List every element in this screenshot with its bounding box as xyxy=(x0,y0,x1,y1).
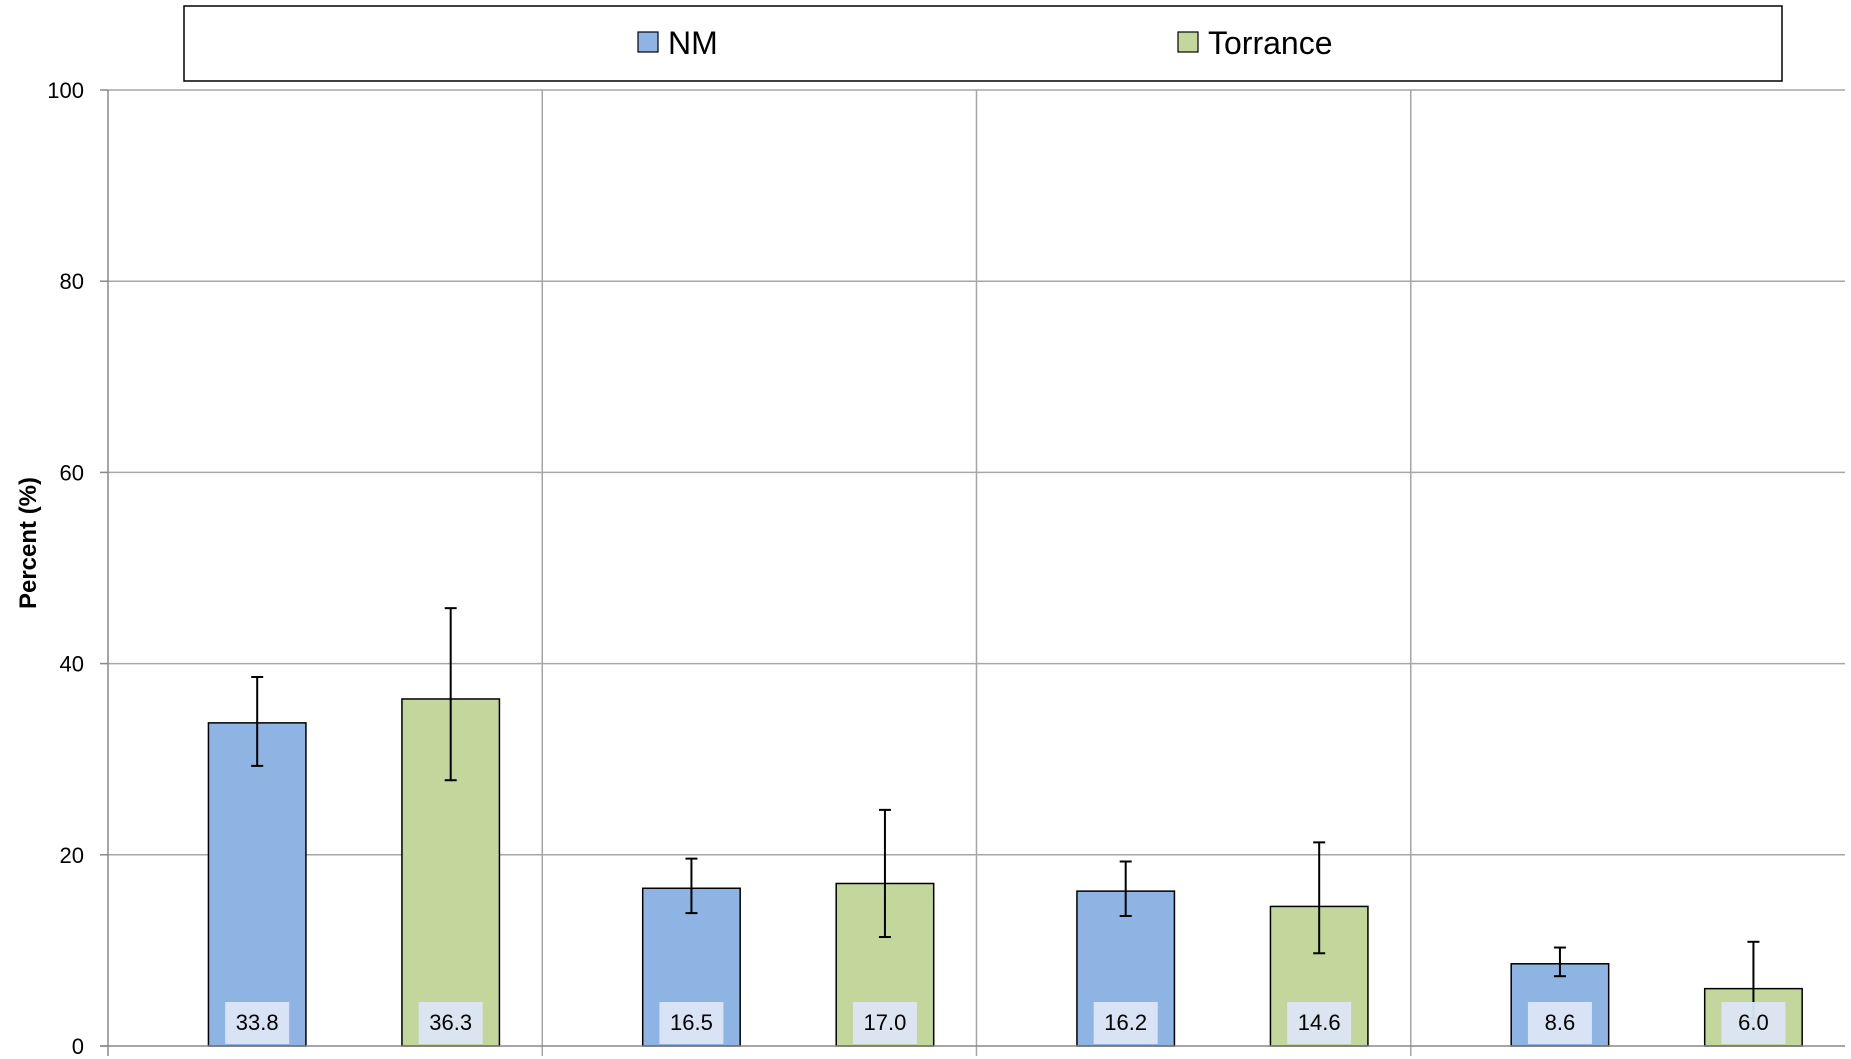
legend-swatch-nm xyxy=(637,31,659,53)
legend-swatch-torrance xyxy=(1177,31,1199,53)
y-axis-ticks: 0 20 40 60 80 100 xyxy=(47,78,108,1059)
bar-nm-0 xyxy=(207,722,307,1047)
legend-label-nm: NM xyxy=(668,25,718,61)
gridlines xyxy=(108,89,1845,1056)
data-label-nm-1: 16.5 xyxy=(670,1010,713,1035)
bars xyxy=(207,698,1803,1047)
data-label-nm-3: 8.6 xyxy=(1545,1010,1576,1035)
y-tick-label-5: 100 xyxy=(47,78,84,103)
legend-box xyxy=(183,5,1783,82)
data-label-bg-nm-0 xyxy=(225,1002,290,1044)
legend: NM Torrance xyxy=(183,5,1783,82)
data-label-torrance-1: 17.0 xyxy=(864,1010,907,1035)
axes xyxy=(100,90,1845,1056)
y-tick-label-2: 40 xyxy=(60,652,84,677)
data-label-bg-nm-3 xyxy=(1527,1002,1592,1044)
legend-label-torrance: Torrance xyxy=(1208,25,1333,61)
data-label-torrance-3: 6.0 xyxy=(1738,1010,1769,1035)
data-label-torrance-0: 36.3 xyxy=(429,1010,472,1035)
y-tick-label-1: 20 xyxy=(60,843,84,868)
y-tick-label-4: 80 xyxy=(60,269,84,294)
data-label-nm-0: 33.8 xyxy=(236,1010,279,1035)
data-label-torrance-2: 14.6 xyxy=(1298,1010,1341,1035)
y-axis-title: Percent (%) xyxy=(15,477,42,609)
data-labels: 33.8 16.5 16.2 8.6 36.3 17.0 14.6 6.0 xyxy=(225,1002,1786,1044)
data-label-bg-nm-2 xyxy=(1093,1002,1158,1044)
data-label-bg-torrance-2 xyxy=(1287,1002,1352,1044)
data-label-bg-nm-1 xyxy=(659,1002,724,1044)
error-bars xyxy=(251,607,1760,1020)
y-tick-label-3: 60 xyxy=(60,460,84,485)
data-label-bg-torrance-1 xyxy=(852,1002,917,1044)
data-label-nm-2: 16.2 xyxy=(1104,1010,1147,1035)
y-tick-label-0: 0 xyxy=(72,1034,84,1059)
data-label-bg-torrance-0 xyxy=(418,1002,483,1044)
data-label-bg-torrance-3 xyxy=(1721,1002,1786,1044)
